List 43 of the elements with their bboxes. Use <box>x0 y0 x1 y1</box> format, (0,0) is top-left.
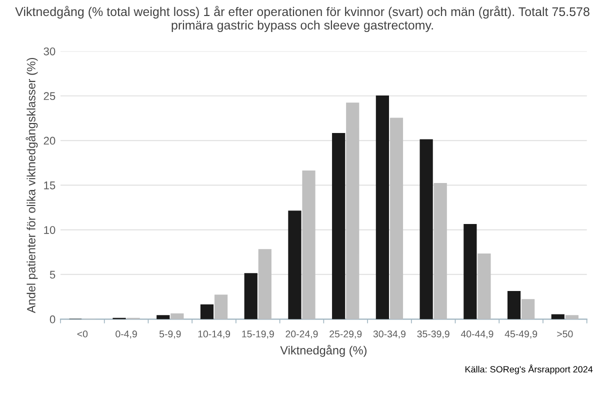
x-tick-label: 0-4,9 <box>116 330 137 339</box>
y-tick-label: 30 <box>44 47 56 56</box>
bar <box>214 294 228 320</box>
x-tick-label: 30-34,9 <box>373 330 406 339</box>
y-tick-label: 10 <box>44 226 56 234</box>
bar <box>332 132 346 320</box>
bar <box>244 273 258 320</box>
chart-title: Viktnedgång (% total weight loss) 1 år efter operationen för kvinnor (svart) och män (grått). Totalt 75.578 primära gastric bypass och sleeve gastrectomy. <box>15 6 590 32</box>
x-tick-label: 25-29,9 <box>330 330 362 339</box>
x-tick-label: 5-9,9 <box>159 330 181 339</box>
y-tick-label: 5 <box>50 270 56 279</box>
text: Källa: SOReg's Årsrapport 2024 <box>465 364 593 374</box>
bar <box>390 118 404 320</box>
x-tick-label: <0 <box>77 330 88 338</box>
bar <box>522 299 535 320</box>
bar <box>420 139 433 320</box>
bar <box>288 210 302 320</box>
bar <box>551 314 564 320</box>
bar <box>156 315 170 320</box>
bar <box>507 291 521 320</box>
y-tick-label: 25 <box>44 92 56 100</box>
y-axis-title: Andel patienter för olika viktnedgångsklasser (%) <box>26 58 38 314</box>
x-tick-label: 45-49,9 <box>504 330 538 339</box>
bar <box>346 102 360 320</box>
bar <box>258 249 272 320</box>
x-tick-label: 10-14,9 <box>198 330 230 339</box>
x-tick-label: 20-24,9 <box>286 330 318 339</box>
y-tick-label: 0 <box>50 315 56 324</box>
bar <box>478 254 491 320</box>
y-tick-label: 15 <box>44 182 56 190</box>
bar <box>170 313 184 320</box>
y-tick-label: 20 <box>44 136 56 145</box>
bar <box>434 182 447 320</box>
x-axis-title: Viktnedgång (%) <box>280 344 366 357</box>
x-tick-label: 35-39,9 <box>417 330 450 339</box>
x-tick-label: >50 <box>557 330 573 338</box>
x-tick-label: 15-19,9 <box>242 330 274 339</box>
bar <box>376 95 390 320</box>
bar <box>565 315 578 320</box>
bar <box>464 224 477 320</box>
bar <box>200 304 214 320</box>
x-tick-label: 40-44,9 <box>460 330 494 339</box>
bar <box>302 170 316 320</box>
